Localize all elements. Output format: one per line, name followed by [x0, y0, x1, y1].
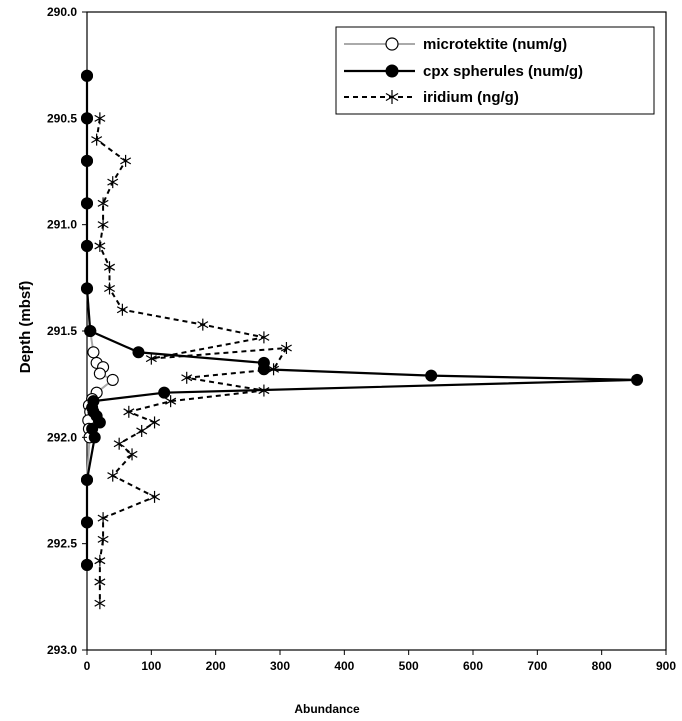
x-tick-label: 0	[84, 659, 91, 673]
x-tick-label: 200	[206, 659, 226, 673]
y-tick-label: 291.5	[47, 324, 77, 338]
iridium-point	[136, 424, 148, 437]
legend-label-iridium: iridium (ng/g)	[423, 89, 519, 106]
x-tick-label: 700	[527, 659, 547, 673]
x-tick-label: 400	[334, 659, 354, 673]
cpx-spherule-point	[257, 363, 270, 376]
iridium-point	[97, 512, 109, 525]
iridium-point	[280, 342, 292, 355]
legend-swatch-cpx-marker	[385, 64, 399, 78]
iridium-point	[123, 405, 135, 418]
cpx-spherule-point	[81, 197, 93, 210]
y-tick-label: 292.5	[47, 537, 77, 551]
iridium-point	[113, 437, 125, 450]
legend-swatch-iridium-marker	[385, 90, 399, 104]
cpx-spherule-point	[81, 473, 93, 486]
iridium-point	[258, 331, 270, 344]
iridium-point	[94, 239, 106, 252]
iridium-point	[97, 197, 109, 210]
iridium-point	[97, 533, 109, 546]
iridium-point	[94, 112, 106, 125]
iridium-point	[104, 282, 116, 295]
microtektite-point	[106, 373, 119, 386]
iridium-point	[258, 384, 270, 397]
cpx-spherule-point	[93, 416, 106, 429]
iridium-point	[97, 218, 109, 231]
legend-label-microtektite: microtektite (num/g)	[423, 36, 567, 53]
iridium-point	[107, 176, 119, 189]
iridium-point	[126, 448, 138, 461]
microtektite-point	[93, 367, 106, 380]
iridium-point	[91, 133, 103, 146]
cpx-spherule-point	[81, 154, 93, 167]
cpx-spherule-point	[81, 516, 93, 529]
iridium-point	[145, 352, 157, 365]
x-tick-label: 800	[592, 659, 612, 673]
y-axis-title: Depth (mbsf)	[17, 281, 34, 374]
legend-swatch-microtektite-marker	[385, 37, 399, 51]
cpx-spherule-point	[81, 558, 93, 571]
data-marks	[80, 69, 644, 610]
cpx-spherule-point	[81, 282, 93, 295]
iridium-point	[149, 416, 161, 429]
iridium-point	[197, 318, 209, 331]
iridium-point	[181, 371, 193, 384]
iridium-point	[94, 597, 106, 610]
legend-label-cpx: cpx spherules (num/g)	[423, 63, 583, 80]
y-tick-label: 290.0	[47, 5, 77, 19]
iridium-point	[116, 303, 128, 316]
iridium-point	[149, 490, 161, 503]
iridium-point	[107, 469, 119, 482]
y-tick-label: 291.0	[47, 218, 77, 232]
cpx-spherule-point	[631, 373, 644, 386]
cpx-spherule-point	[88, 431, 101, 444]
axis-ticks: 0 100 200 300 400 500 600 700 800 900 290.0 290.5 29…	[47, 5, 676, 673]
cpx-spherule-point	[132, 346, 145, 359]
x-tick-label: 100	[141, 659, 161, 673]
y-tick-label: 292.0	[47, 430, 77, 444]
legend-iridium-asterisk	[385, 90, 399, 104]
iridium-point	[104, 261, 116, 274]
y-tick-label: 293.0	[47, 643, 77, 657]
iridium-point	[94, 575, 106, 588]
cpx-spherule-point	[158, 386, 171, 399]
series-line-iridium	[95, 118, 289, 604]
microtektite-point	[87, 346, 100, 359]
cpx-spherule-point	[425, 369, 438, 382]
x-axis-title: Abundance	[294, 702, 360, 716]
iridium-point	[94, 554, 106, 567]
iridium-point	[120, 154, 132, 167]
cpx-spherule-point	[81, 239, 93, 252]
cpx-spherule-point	[81, 69, 93, 82]
x-tick-label: 900	[656, 659, 676, 673]
x-tick-label: 300	[270, 659, 290, 673]
x-tick-label: 600	[463, 659, 483, 673]
iridium-point	[165, 395, 177, 408]
x-tick-label: 500	[399, 659, 419, 673]
y-tick-label: 290.5	[47, 111, 77, 125]
iridium-point	[268, 363, 280, 376]
legend: microtektite (num/g) cpx spherules (num/…	[335, 26, 655, 115]
